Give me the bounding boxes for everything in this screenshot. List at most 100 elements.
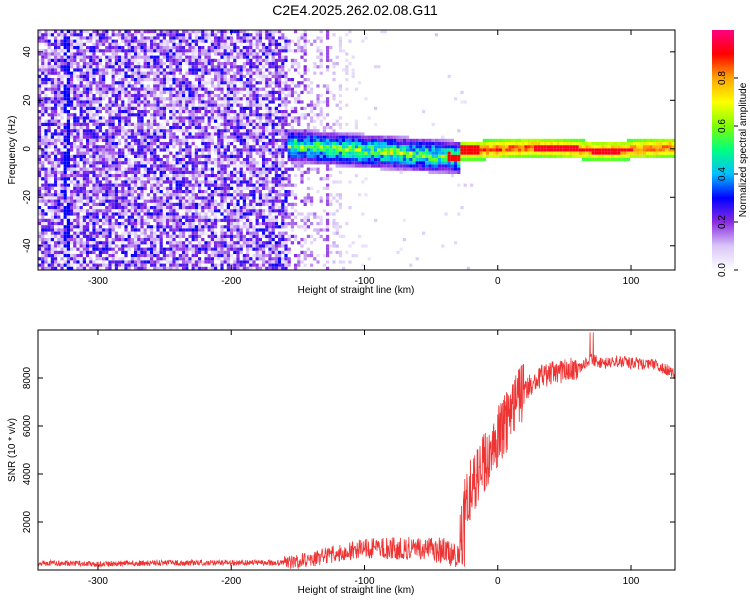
spectrogram-cell	[191, 62, 195, 66]
spectrogram-cell	[188, 161, 192, 165]
spectrogram-cell	[278, 52, 282, 56]
spectrogram-cell	[178, 151, 182, 155]
spectrogram-cell	[89, 231, 93, 235]
spectrogram-cell	[124, 65, 128, 69]
spectrogram-cell	[92, 81, 96, 85]
spectrogram-cell	[130, 161, 134, 165]
spectrogram-cell	[278, 138, 282, 142]
spectrogram-cell	[89, 113, 93, 117]
spectrogram-cell	[111, 100, 115, 104]
spectrogram-cell	[153, 161, 157, 165]
spectrogram-cell	[255, 68, 259, 72]
spectrogram-cell	[178, 100, 182, 104]
spectrogram-cell	[130, 222, 134, 226]
spectrogram-cell	[249, 46, 253, 50]
spectrogram-cell	[226, 257, 230, 261]
spectrogram-cell	[73, 167, 77, 171]
spectrogram-cell	[73, 116, 77, 120]
spectrogram-cell	[198, 158, 202, 162]
spectrogram-cell	[194, 174, 198, 178]
spectrogram-cell	[265, 90, 269, 94]
spectrogram-cell	[258, 225, 262, 229]
spectrogram-cell	[134, 254, 138, 258]
spectrogram-cell	[188, 225, 192, 229]
spectrogram-cell	[92, 215, 96, 219]
spectrogram-cell	[255, 212, 259, 216]
spectrogram-cell	[217, 97, 221, 101]
spectrogram-cell	[246, 87, 250, 91]
spectrogram-cell	[82, 126, 86, 130]
spectrogram-cell	[175, 33, 179, 37]
spectrogram-cell	[63, 74, 67, 78]
spectrogram-cell	[178, 106, 182, 110]
spectrogram-cell	[217, 135, 221, 139]
spectrogram-cell	[54, 234, 58, 238]
spectrogram-cell	[172, 74, 176, 78]
spectrogram-cell	[204, 49, 208, 53]
spectrogram-cell	[60, 193, 64, 197]
spectrogram-cell	[178, 234, 182, 238]
spectrogram-cell	[281, 209, 285, 213]
spectrogram-cell	[111, 52, 115, 56]
spectrogram-cell	[82, 234, 86, 238]
spectrogram-cell	[150, 212, 154, 216]
spectrogram-cell	[92, 225, 96, 229]
spectrogram-cell	[271, 65, 275, 69]
spectrogram-cell	[162, 142, 166, 146]
spectrogram-cell	[255, 94, 259, 98]
spectrogram-cell	[201, 228, 205, 232]
spectrogram-cell	[194, 250, 198, 254]
spectrogram-cell	[246, 212, 250, 216]
spectrogram-cell	[172, 58, 176, 62]
spectrogram-cell	[108, 186, 112, 190]
spectrogram-cell	[185, 62, 189, 66]
spectrogram-cell	[89, 110, 93, 114]
spectrogram-cell	[194, 196, 198, 200]
spectrogram-cell	[242, 212, 246, 216]
spectrogram-cell	[242, 161, 246, 165]
spectrogram-cell	[76, 164, 80, 168]
spectrogram-cell	[86, 170, 90, 174]
spectrogram-cell	[194, 116, 198, 120]
spectrogram-cell	[217, 68, 221, 72]
spectrogram-cell	[98, 58, 102, 62]
spectrogram-cell	[73, 71, 77, 75]
spectrogram-cell	[63, 106, 67, 110]
spectrogram-cell	[214, 266, 218, 270]
spectrogram-cell	[66, 87, 70, 91]
spectrogram-cell	[95, 174, 99, 178]
spectrogram-cell	[162, 145, 166, 149]
spectrogram-cell	[47, 138, 51, 142]
spectrogram-cell	[175, 241, 179, 245]
spectrogram-cell	[156, 250, 160, 254]
spectrogram-cell	[230, 142, 234, 146]
spectrogram-cell	[226, 90, 230, 94]
spectrogram-cell	[79, 65, 83, 69]
spectrogram-cell	[44, 154, 48, 158]
spectrogram-cell	[194, 170, 198, 174]
spectrogram-cell	[210, 170, 214, 174]
spectrogram-cell	[162, 113, 166, 117]
spectrogram-cell	[162, 106, 166, 110]
spectrogram-cell	[153, 170, 157, 174]
spectrogram-cell	[102, 215, 106, 219]
spectrogram-cell	[150, 100, 154, 104]
spectrogram-cell	[262, 126, 266, 130]
spectrogram-cell	[262, 250, 266, 254]
spectrogram-cell	[47, 247, 51, 251]
spectrogram-cell	[57, 250, 61, 254]
spectrogram-cell	[98, 225, 102, 229]
spectrogram-cell	[214, 212, 218, 216]
spectrogram-cell	[150, 170, 154, 174]
spectrogram-cell	[246, 254, 250, 258]
spectrogram-cell	[162, 71, 166, 75]
spectrogram-cell	[137, 260, 141, 264]
spectrogram-cell	[191, 49, 195, 53]
spectrogram-cell	[182, 167, 186, 171]
spectrogram-cell	[281, 36, 285, 40]
spectrogram-cell	[198, 106, 202, 110]
spectrogram-cell	[82, 266, 86, 270]
spectrogram-cell	[278, 222, 282, 226]
spectrogram-cell	[86, 74, 90, 78]
spectrogram-cell	[204, 46, 208, 50]
